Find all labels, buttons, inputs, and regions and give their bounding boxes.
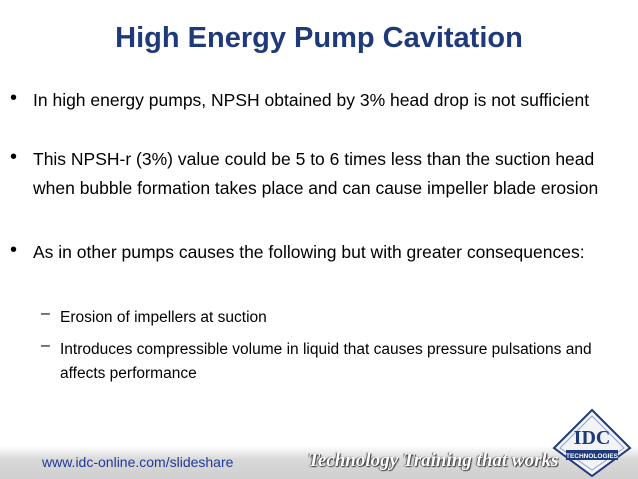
- logo-band: [566, 450, 618, 460]
- footer-tagline: Technology Training that works: [308, 450, 559, 471]
- bullet-text: As in other pumps causes the following b…: [33, 242, 585, 262]
- sub-bullet-text: Erosion of impellers at suction: [60, 309, 267, 326]
- logo-inner: [559, 415, 625, 471]
- logo-subtitle: TECHNOLOGIES: [566, 453, 619, 460]
- footer-url[interactable]: www.idc-online.com/slideshare: [42, 454, 234, 470]
- bullet-marker: •: [10, 146, 18, 168]
- bullet-marker: •: [10, 239, 18, 261]
- sub-bullet-marker: –: [41, 337, 50, 354]
- bullet-text: In high energy pumps, NPSH obtained by 3…: [33, 90, 590, 110]
- bullet-marker: •: [10, 87, 18, 109]
- footer-bar: [0, 446, 638, 479]
- logo-name: IDC: [574, 427, 611, 449]
- slide-title: High Energy Pump Cavitation: [115, 22, 523, 54]
- logo: IDC TECHNOLOGIES: [552, 408, 632, 478]
- sub-bullet-marker: –: [41, 305, 50, 322]
- bullet-text: This NPSH-r (3%) value could be 5 to 6 t…: [33, 149, 599, 198]
- sub-bullet-text: Introduces compressible volume in liquid…: [60, 341, 592, 382]
